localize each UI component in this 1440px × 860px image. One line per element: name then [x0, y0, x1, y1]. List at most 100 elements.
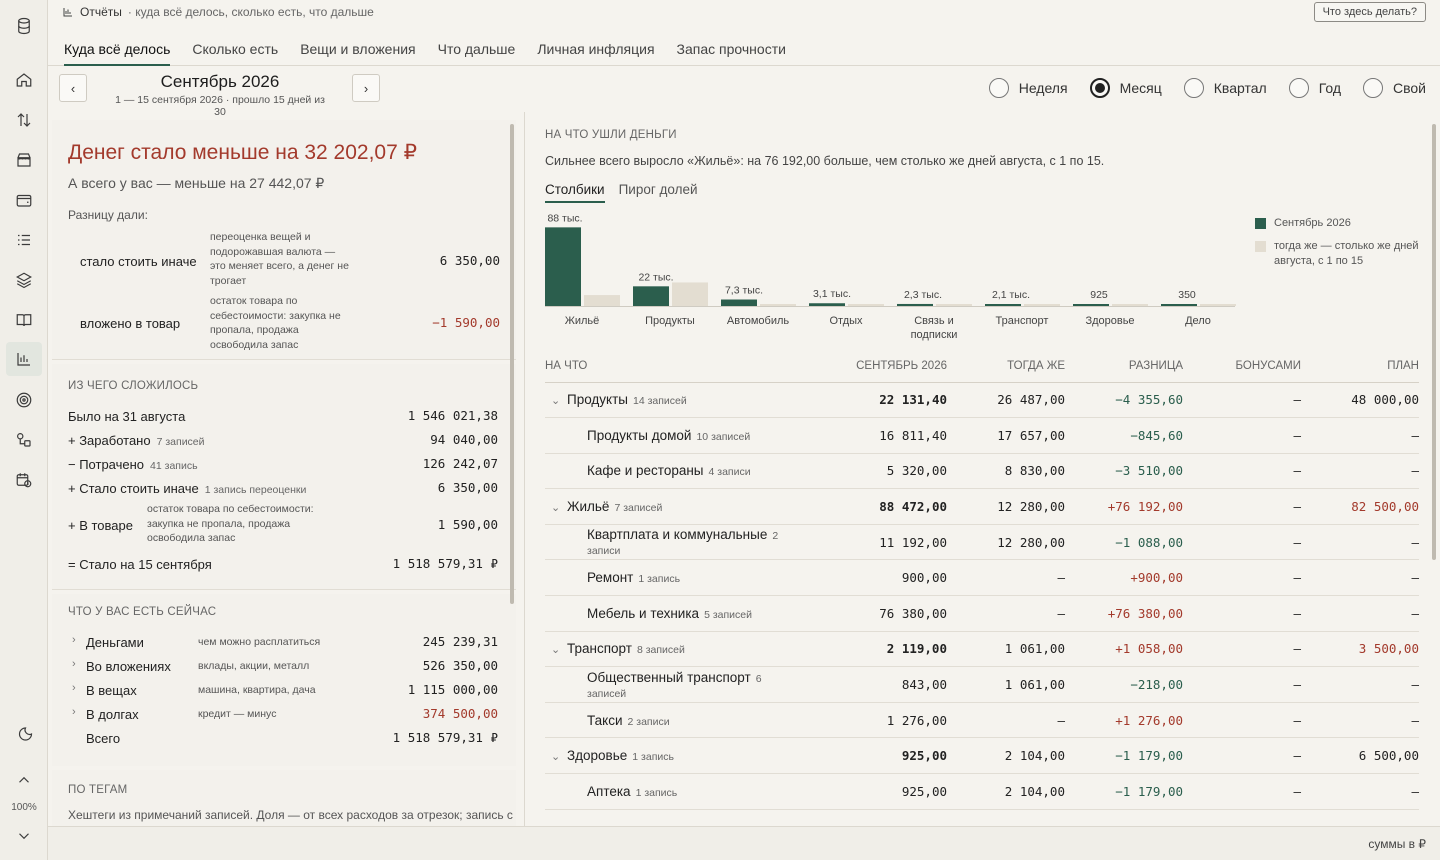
- bar-current[interactable]: [985, 304, 1021, 306]
- side-rail: 100%: [0, 0, 48, 860]
- calendar-clock-icon[interactable]: [12, 468, 36, 492]
- radio-month[interactable]: Месяц: [1089, 78, 1162, 98]
- tab-bars[interactable]: Столбики: [545, 182, 605, 203]
- right-scrollbar[interactable]: [1432, 124, 1436, 560]
- category-row[interactable]: ⌄ Продукты 14 записей 22 131,40 26 487,00 −4 …: [545, 381, 1419, 419]
- chevron-down-icon[interactable]: ⌄: [551, 751, 561, 764]
- theme-toggle-icon[interactable]: [12, 722, 36, 746]
- radio-dot: [1183, 78, 1204, 98]
- radio-custom[interactable]: Свой: [1363, 78, 1426, 98]
- chevron-down-icon[interactable]: ⌄: [551, 502, 561, 515]
- radio-year[interactable]: Год: [1288, 78, 1341, 98]
- bar-current[interactable]: [809, 303, 845, 306]
- cell-plan: –: [1301, 453, 1419, 490]
- col-header: БОНУСАМИ: [1235, 359, 1301, 372]
- tab-things-investments[interactable]: Вещи и вложения: [300, 41, 416, 57]
- row-value: 1 590,00: [437, 517, 498, 532]
- zoom-out-icon[interactable]: [12, 824, 36, 848]
- layers-icon[interactable]: [12, 268, 36, 292]
- tab-safety-margin[interactable]: Запас прочности: [676, 41, 786, 57]
- target-icon[interactable]: [12, 388, 36, 412]
- bar-previous[interactable]: [1112, 304, 1148, 306]
- zoom-in-icon[interactable]: [12, 768, 36, 792]
- list-icon[interactable]: [12, 228, 36, 252]
- bar-current[interactable]: [721, 299, 757, 306]
- tab-where-it-went[interactable]: Куда всё делось: [64, 32, 171, 66]
- bar-value-label: 350: [1178, 289, 1196, 301]
- bar-current[interactable]: [897, 303, 933, 306]
- category-row[interactable]: ⌄ Жильё 7 записей 88 472,00 12 280,00 +76 192…: [545, 488, 1419, 525]
- chevron-left-icon: ‹: [70, 80, 76, 96]
- row-name: Аптека 1 запись: [545, 773, 797, 810]
- cell-previous: 12 280,00: [947, 524, 1065, 561]
- bar-previous[interactable]: [584, 295, 620, 306]
- shapes-icon[interactable]: [12, 428, 36, 452]
- section-subtitle: · куда всё делось, сколько есть, что дал…: [127, 5, 374, 19]
- total-label: Всего: [86, 731, 121, 746]
- cell-bonus: –: [1183, 488, 1301, 525]
- legend-label: тогда же — столько же дней августа, с 1 …: [1274, 240, 1419, 267]
- radio-label: Месяц: [1119, 80, 1162, 96]
- chevron-down-icon[interactable]: ⌄: [551, 644, 561, 657]
- category-row[interactable]: ⌄ Здоровье 1 запись 925,00 2 104,00 −1 179,00…: [545, 737, 1419, 775]
- subcategory-row[interactable]: Ремонт 1 запись 900,00– +900,00– –: [545, 559, 1419, 597]
- holding-row[interactable]: › В долгах кредит — минус 374 500,00: [68, 704, 498, 724]
- left-scrollbar[interactable]: [510, 124, 514, 604]
- prev-period-button[interactable]: ‹: [59, 74, 87, 102]
- bar-current[interactable]: [545, 227, 581, 306]
- row-label: + Стало стоить иначе: [68, 481, 199, 496]
- cell-current: 88 472,00: [797, 488, 947, 525]
- bar-previous[interactable]: [1024, 304, 1060, 306]
- bar-previous[interactable]: [848, 304, 884, 306]
- bar-previous[interactable]: [936, 304, 972, 306]
- composition-row: Было на 31 августа 1 546 021,38: [68, 406, 498, 426]
- holding-row[interactable]: › Во вложениях вклады, акции, металл 526 35…: [68, 656, 498, 676]
- cell-difference: −845,60: [1065, 417, 1183, 454]
- chevron-down-icon[interactable]: ⌄: [551, 395, 561, 408]
- wallet-icon[interactable]: [12, 188, 36, 212]
- cell-current: 925,00: [797, 737, 947, 775]
- subcategory-row[interactable]: Продукты домой 10 записей 16 811,40 17 657,…: [545, 417, 1419, 454]
- radio-quarter[interactable]: Квартал: [1183, 78, 1267, 98]
- cell-difference: −1 088,00: [1065, 524, 1183, 561]
- help-button[interactable]: Что здесь делать?: [1313, 2, 1426, 22]
- col-header: РАЗНИЦА: [1128, 359, 1183, 372]
- bar-current[interactable]: [633, 286, 669, 306]
- bar-previous[interactable]: [760, 304, 796, 306]
- subcategory-row[interactable]: Квартплата и коммунальные 2 записи 11 192,…: [545, 524, 1419, 561]
- tab-whats-next[interactable]: Что дальше: [437, 41, 516, 57]
- row-count: 1 запись переоценки: [204, 484, 307, 496]
- bar-current[interactable]: [1161, 304, 1197, 306]
- holding-row[interactable]: › В вещах машина, квартира, дача 1 115 000,…: [68, 680, 498, 700]
- cell-bonus: –: [1183, 737, 1301, 775]
- chevron-right-icon: ›: [72, 658, 76, 670]
- subcategory-row[interactable]: Кафе и рестораны 4 записи 5 320,00 8 830,00…: [545, 453, 1419, 490]
- row-name: ⌄ Здоровье 1 запись: [545, 737, 797, 775]
- bar-current[interactable]: [1073, 304, 1109, 306]
- subcategory-row[interactable]: Аптека 1 запись 925,00 2 104,00 −1 179,00– –: [545, 773, 1419, 810]
- bar-previous[interactable]: [1200, 304, 1236, 306]
- radio-week[interactable]: Неделя: [988, 78, 1068, 98]
- bar-previous[interactable]: [672, 282, 708, 306]
- holding-row[interactable]: › Деньгами чем можно расплатиться 245 239,3…: [68, 632, 498, 652]
- book-icon[interactable]: [12, 308, 36, 332]
- category-label: подписки: [911, 329, 958, 341]
- cell-difference: +76 192,00: [1065, 488, 1183, 525]
- home-icon[interactable]: [12, 68, 36, 92]
- subcategory-row[interactable]: Такси 2 записи 1 276,00– +1 276,00– –: [545, 702, 1419, 739]
- tab-how-much[interactable]: Сколько есть: [192, 41, 279, 57]
- subcategory-row[interactable]: Общественный транспорт 6 записей 843,00 1 0…: [545, 666, 1419, 703]
- cell-plan: 3 500,00: [1301, 630, 1419, 668]
- transfer-icon[interactable]: [12, 108, 36, 132]
- subcategory-row[interactable]: Мебель и техника 5 записей 76 380,00– +76 3…: [545, 595, 1419, 632]
- tab-personal-inflation[interactable]: Личная инфляция: [537, 41, 655, 57]
- category-row[interactable]: ⌄ Транспорт 8 записей 2 119,00 1 061,00 +1 05…: [545, 630, 1419, 668]
- chart-icon[interactable]: [6, 342, 42, 376]
- cell-previous: 1 061,00: [947, 630, 1065, 668]
- store-icon[interactable]: [12, 148, 36, 172]
- row-count: 4 записи: [708, 466, 751, 479]
- next-period-button[interactable]: ›: [352, 74, 380, 102]
- database-icon[interactable]: [12, 14, 36, 38]
- tab-pie[interactable]: Пирог долей: [618, 182, 698, 197]
- tags-heading: ПО ТЕГАМ: [68, 784, 128, 796]
